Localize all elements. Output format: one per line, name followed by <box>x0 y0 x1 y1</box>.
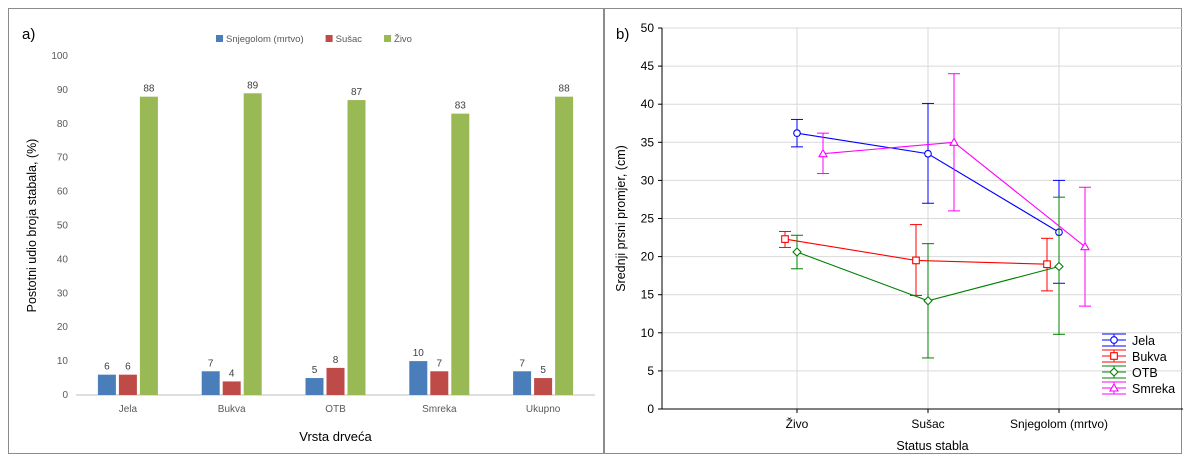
bar-data-label: 7 <box>519 358 525 369</box>
y-axis-title: Srednji prsni promjer, (cm) <box>614 145 628 292</box>
y-tick-label: 10 <box>641 326 655 340</box>
y-tick-label: 30 <box>57 288 69 299</box>
y-tick-label: 100 <box>51 51 68 62</box>
y-tick-label: 80 <box>57 119 69 130</box>
y-tick-label: 50 <box>641 21 655 35</box>
x-tick-label: Smreka <box>422 404 457 415</box>
point-marker <box>912 256 920 265</box>
point-marker <box>793 129 801 138</box>
x-tick-label: Jela <box>119 404 138 415</box>
y-tick-label: 10 <box>57 356 69 367</box>
point-marker <box>924 149 932 158</box>
bar-chart-svg: a) 0 10 20 30 40 50 60 70 80 90 100 Jela 6 6 88 Bukva 7 4 8… <box>22 26 595 444</box>
bar-data-label: 10 <box>413 348 425 359</box>
bar-data-label: 6 <box>125 362 131 373</box>
x-axis-title: Status stabla <box>896 439 968 453</box>
y-tick-label: 20 <box>57 322 69 333</box>
x-tick-label: Ukupno <box>526 404 561 415</box>
panel-label: b) <box>616 26 629 43</box>
legend-label: Bukva <box>1132 350 1167 364</box>
legend-label: Smreka <box>1132 382 1175 396</box>
y-tick-label: 25 <box>641 212 655 226</box>
bar <box>451 113 470 395</box>
legend-label: Jela <box>1132 334 1155 348</box>
x-tick-label: Snjegolom (mrtvo) <box>1010 417 1108 431</box>
bar <box>326 367 345 395</box>
bar-data-label: 83 <box>455 101 467 112</box>
bar <box>534 378 553 395</box>
y-tick-label: 45 <box>641 59 655 73</box>
point-marker <box>818 148 828 158</box>
bar <box>139 96 158 396</box>
bar-data-label: 5 <box>540 365 546 376</box>
legend-label: Snjegolom (mrtvo) <box>226 34 304 45</box>
bar-data-label: 7 <box>208 358 214 369</box>
bar <box>118 374 137 395</box>
point-marker <box>1109 382 1119 392</box>
bar-data-label: 87 <box>351 87 363 98</box>
y-tick-label: 40 <box>641 97 655 111</box>
point-marker <box>1110 352 1118 360</box>
x-axis-title: Vrsta drveća <box>299 429 372 444</box>
x-tick-label: Bukva <box>218 404 246 415</box>
point-marker <box>923 296 933 306</box>
bar <box>243 93 262 395</box>
bar-data-label: 5 <box>312 365 318 376</box>
y-tick-label: 35 <box>641 135 655 149</box>
point-marker <box>1109 367 1119 377</box>
bar <box>555 96 574 396</box>
bar-data-label: 88 <box>143 84 155 95</box>
point-marker <box>1080 241 1090 251</box>
bar-data-label: 88 <box>559 84 571 95</box>
point-marker <box>1110 336 1118 344</box>
y-axis-title: Postotni udio broja stabala, (%) <box>25 139 39 313</box>
legend-label: OTB <box>1132 366 1158 380</box>
x-tick-label: OTB <box>325 404 346 415</box>
bar <box>97 374 116 395</box>
legend-swatch <box>384 35 392 42</box>
y-tick-label: 20 <box>641 250 655 264</box>
bar-data-label: 7 <box>437 358 443 369</box>
y-tick-label: 40 <box>57 254 69 265</box>
y-tick-label: 90 <box>57 85 69 96</box>
bar-data-label: 8 <box>333 355 339 366</box>
point-marker <box>792 247 802 257</box>
chart-panel-b: b) 0 5 10 15 20 25 30 35 40 45 50 Živo Sušac Snjegolom… <box>604 8 1183 454</box>
y-tick-label: 0 <box>62 390 68 401</box>
bar <box>201 371 220 395</box>
bar <box>513 371 532 395</box>
bar <box>409 361 428 395</box>
x-tick-label: Živo <box>786 416 809 431</box>
legend-swatch <box>216 35 223 42</box>
panel-label: a) <box>22 26 35 43</box>
point-marker <box>949 137 959 146</box>
bar <box>347 100 366 395</box>
legend-swatch <box>325 35 333 42</box>
bar-data-label: 4 <box>229 368 235 379</box>
y-tick-label: 5 <box>647 364 654 378</box>
bar <box>222 381 241 395</box>
x-tick-label: Sušac <box>911 417 944 431</box>
line-chart-svg: b) 0 5 10 15 20 25 30 35 40 45 50 Živo Sušac Snjegolom… <box>614 21 1183 453</box>
point-marker <box>781 235 789 243</box>
y-tick-label: 60 <box>57 187 69 198</box>
legend-label: Živo <box>394 34 412 45</box>
bar <box>305 378 324 395</box>
point-marker <box>1043 260 1051 269</box>
y-tick-label: 70 <box>57 153 69 164</box>
y-tick-label: 30 <box>641 173 655 187</box>
y-tick-label: 0 <box>647 402 654 416</box>
y-tick-label: 50 <box>57 221 69 232</box>
point-marker <box>1054 261 1064 272</box>
legend-label: Sušac <box>336 34 363 45</box>
bar <box>430 371 449 395</box>
bar-data-label: 6 <box>104 362 110 373</box>
chart-panel-a: a) 0 10 20 30 40 50 60 70 80 90 100 Jela 6 6 88 Bukva 7 4 8… <box>8 8 604 454</box>
bar-data-label: 89 <box>247 80 259 91</box>
y-tick-label: 15 <box>641 288 655 302</box>
